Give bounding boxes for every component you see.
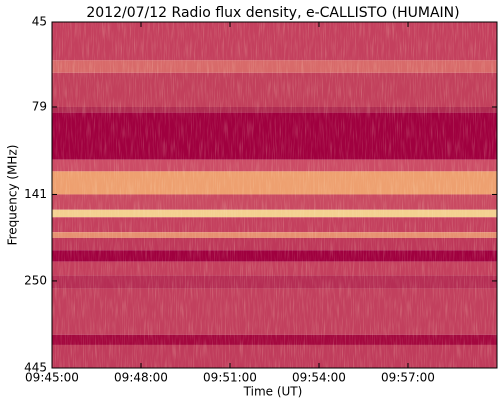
chart-title: 2012/07/12 Radio flux density, e-CALLIST…	[86, 5, 459, 21]
y-axis-label: Frequency (MHz)	[6, 145, 20, 246]
x-tick-label: 09:51:00	[203, 371, 257, 385]
x-tick-label: 09:45:00	[25, 371, 79, 385]
y-tick-label: 141	[24, 187, 47, 201]
y-tick-label: 250	[24, 273, 47, 287]
y-tick-label: 79	[32, 99, 47, 113]
x-tick-label: 09:54:00	[292, 371, 346, 385]
y-tick-label: 445	[24, 361, 47, 375]
x-tick-label: 09:57:00	[381, 371, 435, 385]
x-axis-label: Time (UT)	[243, 385, 303, 399]
plot-frame	[51, 21, 498, 369]
x-tick-label: 09:48:00	[114, 371, 168, 385]
noise-texture	[52, 22, 497, 368]
y-tick-label: 45	[32, 15, 47, 29]
